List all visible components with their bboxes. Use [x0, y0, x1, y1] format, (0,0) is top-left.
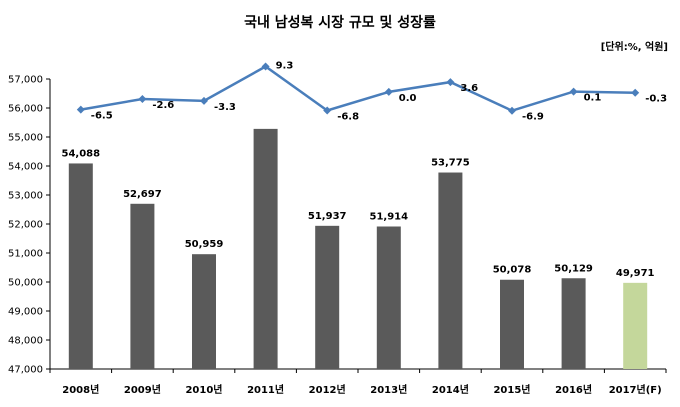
bar-value-label: 51,914	[370, 211, 409, 222]
bar-value-label: 49,971	[616, 268, 655, 279]
growth-rate-label: -3.3	[214, 102, 236, 113]
growth-rate-point	[200, 96, 208, 105]
bar	[438, 172, 463, 369]
growth-rate-label: 0.1	[584, 93, 602, 104]
y-tick-label: 53,000	[8, 191, 43, 202]
growth-rate-point	[261, 62, 270, 71]
x-category-label: 2008년	[62, 383, 99, 396]
x-category-label: 2015년	[493, 383, 530, 396]
bar	[253, 128, 278, 369]
y-tick-label: 55,000	[8, 133, 43, 144]
growth-rate-label: -6.5	[91, 111, 113, 122]
bar	[68, 163, 93, 369]
y-tick-label: 49,000	[8, 307, 43, 318]
growth-rate-line	[80, 65, 636, 113]
bar	[130, 203, 155, 369]
bar	[376, 226, 401, 369]
y-tick-label: 50,000	[8, 278, 43, 289]
x-category-label: 2017년(F)	[609, 383, 662, 396]
y-tick-label: 56,000	[8, 104, 43, 115]
growth-rate-point	[76, 105, 85, 114]
x-category-label: 2016년	[555, 383, 592, 396]
growth-rate-point	[446, 78, 455, 87]
bar-value-label: 51,937	[308, 211, 347, 222]
chart-title: 국내 남성복 시장 규모 및 성장률	[244, 15, 436, 31]
x-category-label: 2014년	[432, 383, 469, 396]
bar-value-label: 52,697	[123, 189, 162, 200]
y-tick-label: 57,000	[8, 75, 43, 86]
bar	[500, 279, 524, 369]
growth-rate-label: 0.0	[399, 93, 417, 104]
y-tick-label: 52,000	[8, 220, 43, 231]
y-tick-label: 54,000	[8, 162, 43, 173]
bar-value-label: 53,775	[431, 158, 470, 169]
growth-rate-point	[323, 106, 332, 115]
growth-rate-point	[384, 87, 393, 96]
y-tick-label: 51,000	[8, 249, 43, 260]
growth-rate-label: 3.6	[460, 83, 478, 94]
y-tick-label: 48,000	[8, 336, 43, 347]
x-category-label: 2013년	[370, 383, 407, 396]
bar-value-label: 50,078	[493, 265, 532, 276]
growth-rate-point	[138, 95, 147, 103]
x-category-label: 2010년	[185, 383, 222, 396]
growth-rate-label: -6.8	[337, 111, 359, 122]
x-category-label: 2011년	[247, 383, 284, 396]
bar	[315, 225, 340, 369]
bar-value-label: 54,088	[62, 148, 101, 159]
x-category-label: 2009년	[124, 383, 161, 396]
growth-rate-label: -6.9	[522, 112, 544, 123]
growth-rate-point	[631, 88, 640, 97]
bar	[192, 254, 216, 369]
unit-note: [단위:%, 억원]	[600, 42, 668, 53]
bar-value-label: 50,959	[185, 239, 224, 250]
bar	[561, 278, 586, 369]
bar	[623, 282, 648, 369]
growth-rate-label: 9.3	[276, 61, 294, 72]
growth-rate-point	[569, 87, 578, 96]
y-tick-label: 47,000	[8, 365, 43, 376]
growth-rate-label: -2.6	[152, 100, 174, 111]
growth-rate-label: -0.3	[645, 94, 667, 105]
x-category-label: 2012년	[309, 383, 346, 396]
bar-value-label: 50,129	[554, 263, 593, 274]
growth-rate-point	[508, 106, 516, 115]
